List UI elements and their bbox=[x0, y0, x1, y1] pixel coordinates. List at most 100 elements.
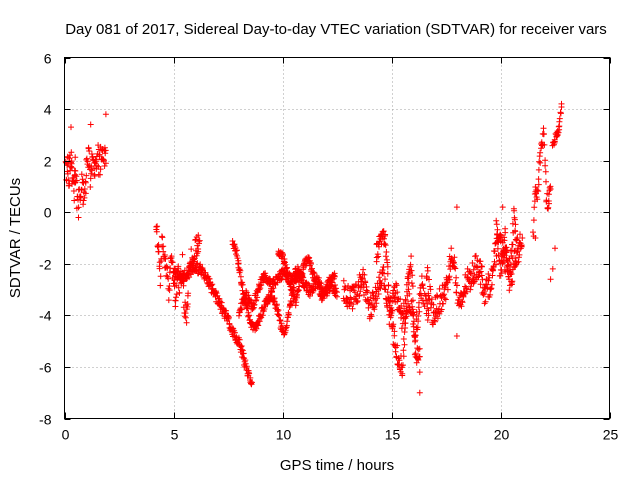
data-point bbox=[175, 263, 182, 270]
data-point bbox=[499, 260, 506, 267]
data-point bbox=[346, 299, 353, 306]
data-point bbox=[271, 295, 278, 302]
data-point bbox=[85, 144, 92, 151]
y-tick-label: 4 bbox=[44, 102, 52, 118]
data-point bbox=[509, 278, 516, 285]
data-point bbox=[246, 370, 253, 377]
x-tick-label: 20 bbox=[494, 427, 510, 443]
data-point bbox=[81, 186, 88, 192]
data-point bbox=[234, 255, 241, 262]
data-point bbox=[432, 318, 438, 325]
data-point bbox=[512, 221, 519, 228]
data-point bbox=[72, 154, 79, 161]
data-point bbox=[424, 317, 431, 323]
data-point bbox=[278, 320, 285, 327]
data-point bbox=[264, 301, 271, 307]
data-point bbox=[393, 282, 400, 289]
data-point bbox=[384, 263, 391, 270]
data-point bbox=[195, 232, 202, 239]
data-point bbox=[474, 264, 481, 271]
data-point bbox=[516, 251, 523, 258]
data-point bbox=[284, 318, 291, 325]
data-point bbox=[542, 162, 549, 169]
data-point bbox=[403, 303, 410, 310]
data-point bbox=[410, 321, 417, 327]
data-point bbox=[97, 171, 103, 178]
data-point bbox=[532, 235, 539, 241]
data-point bbox=[408, 280, 415, 287]
data-point bbox=[518, 243, 525, 249]
data-point bbox=[185, 290, 192, 297]
data-point bbox=[184, 301, 191, 307]
data-point bbox=[277, 317, 284, 324]
data-point bbox=[262, 270, 269, 277]
data-point bbox=[385, 282, 392, 289]
data-point bbox=[83, 172, 90, 179]
data-point bbox=[364, 289, 371, 295]
data-point bbox=[156, 265, 163, 272]
data-point bbox=[545, 191, 552, 198]
data-point bbox=[397, 296, 404, 303]
data-point bbox=[237, 267, 244, 274]
data-point bbox=[448, 245, 455, 252]
data-point bbox=[491, 258, 498, 265]
data-point bbox=[506, 287, 513, 294]
data-point bbox=[473, 263, 480, 270]
data-point bbox=[536, 158, 543, 165]
x-tick-label: 10 bbox=[276, 427, 292, 443]
data-point bbox=[409, 303, 416, 310]
data-points bbox=[62, 100, 565, 396]
data-point bbox=[509, 247, 515, 254]
data-point bbox=[84, 158, 91, 165]
data-point bbox=[165, 285, 172, 292]
data-point bbox=[486, 274, 493, 281]
data-point bbox=[487, 291, 494, 298]
data-point bbox=[444, 286, 451, 293]
data-point bbox=[237, 273, 244, 280]
data-point bbox=[453, 333, 460, 339]
data-point bbox=[70, 188, 77, 194]
data-point bbox=[101, 163, 108, 169]
data-point bbox=[373, 254, 380, 261]
data-point bbox=[361, 271, 368, 278]
data-point bbox=[537, 159, 544, 166]
data-point bbox=[68, 149, 75, 156]
data-point bbox=[160, 248, 167, 255]
data-point bbox=[375, 291, 382, 297]
data-point bbox=[253, 297, 260, 303]
data-point bbox=[350, 301, 357, 308]
data-point bbox=[547, 186, 554, 192]
data-point bbox=[376, 274, 382, 281]
plot-frame bbox=[64, 57, 610, 419]
data-point bbox=[479, 263, 485, 270]
data-point bbox=[556, 115, 563, 122]
data-point bbox=[425, 296, 432, 303]
data-point bbox=[428, 296, 435, 303]
data-point bbox=[362, 279, 369, 286]
data-point bbox=[390, 293, 397, 300]
data-point bbox=[482, 298, 489, 305]
data-point bbox=[384, 289, 391, 296]
y-tick-label: 2 bbox=[44, 154, 52, 170]
data-point bbox=[453, 274, 460, 281]
data-point bbox=[356, 292, 363, 299]
y-tick-label: -2 bbox=[39, 257, 52, 273]
data-point bbox=[477, 268, 484, 275]
data-point bbox=[545, 204, 552, 211]
data-point bbox=[175, 284, 182, 291]
data-point bbox=[310, 269, 317, 276]
data-point bbox=[401, 341, 408, 348]
data-point bbox=[209, 281, 216, 288]
data-point bbox=[319, 295, 326, 302]
data-point bbox=[514, 235, 521, 241]
data-point bbox=[512, 255, 519, 262]
data-point bbox=[75, 204, 82, 211]
data-point bbox=[208, 282, 215, 289]
data-point bbox=[293, 294, 300, 301]
data-point bbox=[159, 234, 166, 241]
data-point bbox=[501, 237, 508, 244]
data-point bbox=[509, 220, 516, 227]
data-point bbox=[410, 323, 417, 330]
data-point bbox=[249, 379, 255, 386]
data-point bbox=[394, 289, 401, 296]
